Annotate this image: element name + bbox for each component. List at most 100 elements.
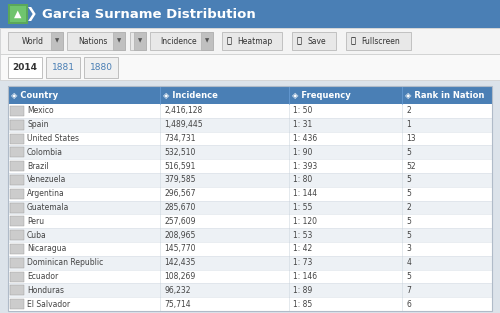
Bar [10, 285, 24, 295]
Text: 1: 90: 1: 90 [292, 148, 312, 157]
Text: Fullscreen: Fullscreen [361, 37, 400, 45]
Text: 379,585: 379,585 [164, 175, 196, 184]
Bar [8, 57, 42, 78]
Bar [8, 159, 492, 173]
Text: 1: 42: 1: 42 [292, 244, 312, 254]
Text: Brazil: Brazil [27, 162, 49, 171]
Bar [8, 214, 492, 228]
Text: ▼: ▼ [138, 38, 142, 44]
Bar [8, 32, 63, 50]
Text: 1: 53: 1: 53 [292, 231, 312, 239]
Text: 1: 80: 1: 80 [292, 175, 312, 184]
Text: 1: 55: 1: 55 [292, 203, 312, 212]
Text: 5: 5 [406, 175, 412, 184]
Bar [67, 32, 125, 50]
Bar [292, 32, 336, 50]
Bar [10, 258, 24, 268]
Bar [51, 32, 63, 50]
Bar [10, 106, 24, 116]
Bar [10, 244, 24, 254]
Text: World: World [22, 37, 44, 45]
Text: 145,770: 145,770 [164, 244, 196, 254]
Text: 2,416,128: 2,416,128 [164, 106, 202, 115]
Bar [8, 242, 492, 256]
Text: ▲: ▲ [14, 9, 22, 19]
Text: 516,591: 516,591 [164, 162, 196, 171]
Text: 1881: 1881 [52, 64, 74, 73]
Text: ▼: ▼ [55, 38, 59, 44]
Bar [113, 32, 125, 50]
Bar [8, 201, 492, 214]
Text: Peru: Peru [27, 217, 44, 226]
Text: Nations: Nations [78, 37, 108, 45]
Text: 5: 5 [406, 217, 412, 226]
Text: 1: 31: 1: 31 [292, 120, 312, 129]
Bar [10, 161, 24, 171]
Text: Colombia: Colombia [27, 148, 63, 157]
Text: 3: 3 [406, 244, 412, 254]
Text: 208,965: 208,965 [164, 231, 196, 239]
Text: 1,489,445: 1,489,445 [164, 120, 203, 129]
Bar [8, 118, 492, 131]
Text: 1880: 1880 [90, 64, 112, 73]
Text: 🗺: 🗺 [227, 37, 232, 45]
Text: 1: 144: 1: 144 [292, 189, 317, 198]
Bar [201, 32, 213, 50]
Text: El Salvador: El Salvador [27, 300, 70, 309]
Bar [8, 4, 28, 24]
Text: Cuba: Cuba [27, 231, 47, 239]
Text: 5: 5 [406, 148, 412, 157]
Text: 108,269: 108,269 [164, 272, 196, 281]
Text: 257,609: 257,609 [164, 217, 196, 226]
Bar [0, 0, 500, 28]
Text: Garcia Surname Distribution: Garcia Surname Distribution [42, 8, 256, 20]
Text: 1: 73: 1: 73 [292, 258, 312, 267]
Text: United States: United States [27, 134, 79, 143]
Bar [10, 147, 24, 157]
Text: ▼: ▼ [205, 38, 209, 44]
Text: 96,232: 96,232 [164, 286, 191, 295]
Bar [10, 120, 24, 130]
Text: 2: 2 [406, 106, 411, 115]
Text: ◈ Incidence: ◈ Incidence [164, 90, 218, 100]
Text: 142,435: 142,435 [164, 258, 196, 267]
Bar [10, 299, 24, 309]
Bar [0, 28, 500, 54]
Text: ◈ Frequency: ◈ Frequency [292, 90, 350, 100]
Text: 5: 5 [406, 231, 412, 239]
Text: 296,567: 296,567 [164, 189, 196, 198]
Text: 1: 50: 1: 50 [292, 106, 312, 115]
Text: ⛶: ⛶ [351, 37, 356, 45]
Bar [10, 230, 24, 240]
Text: 1: 146: 1: 146 [292, 272, 317, 281]
Bar [8, 269, 492, 283]
Bar [8, 131, 492, 146]
Text: Mexico: Mexico [27, 106, 54, 115]
Bar [8, 104, 492, 118]
Text: Spain: Spain [27, 120, 48, 129]
Text: Ecuador: Ecuador [27, 272, 58, 281]
Bar [8, 86, 492, 311]
Text: 734,731: 734,731 [164, 134, 196, 143]
Text: 13: 13 [406, 134, 416, 143]
Bar [8, 283, 492, 297]
Bar [10, 175, 24, 185]
Bar [8, 297, 492, 311]
Text: ❯: ❯ [26, 7, 38, 21]
Text: Heatmap: Heatmap [237, 37, 272, 45]
Text: Dominican Republic: Dominican Republic [27, 258, 104, 267]
Text: Save: Save [307, 37, 326, 45]
Bar [8, 86, 492, 104]
Text: 2014: 2014 [12, 64, 38, 73]
Text: 1: 393: 1: 393 [292, 162, 317, 171]
Text: 2: 2 [406, 203, 411, 212]
Text: 1: 85: 1: 85 [292, 300, 312, 309]
Bar [222, 32, 282, 50]
Bar [8, 187, 492, 201]
Bar [8, 173, 492, 187]
Bar [10, 6, 26, 22]
Text: Venezuela: Venezuela [27, 175, 66, 184]
Text: Incidence: Incidence [160, 37, 196, 45]
Text: 4: 4 [406, 258, 412, 267]
Text: ◈ Country: ◈ Country [11, 90, 58, 100]
